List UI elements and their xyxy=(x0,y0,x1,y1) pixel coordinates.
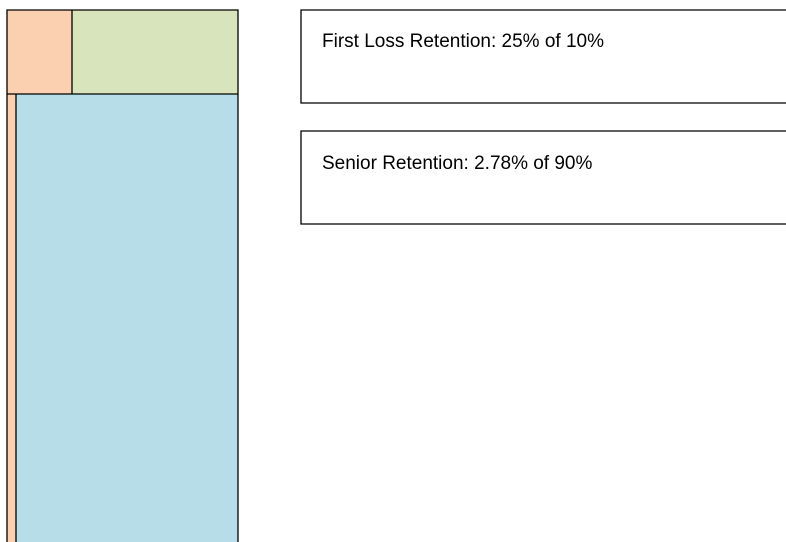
first-loss-retained xyxy=(7,10,72,94)
label-box xyxy=(300,9,786,104)
senior-sold xyxy=(16,94,238,542)
senior-retained xyxy=(7,94,16,542)
box-label: Senior Retention: 2.78% of 90% xyxy=(322,153,593,174)
first-loss-sold xyxy=(72,10,238,94)
label-box xyxy=(300,130,786,225)
box-label: First Loss Retention: 25% of 10% xyxy=(322,31,604,52)
column-outline xyxy=(6,9,239,542)
